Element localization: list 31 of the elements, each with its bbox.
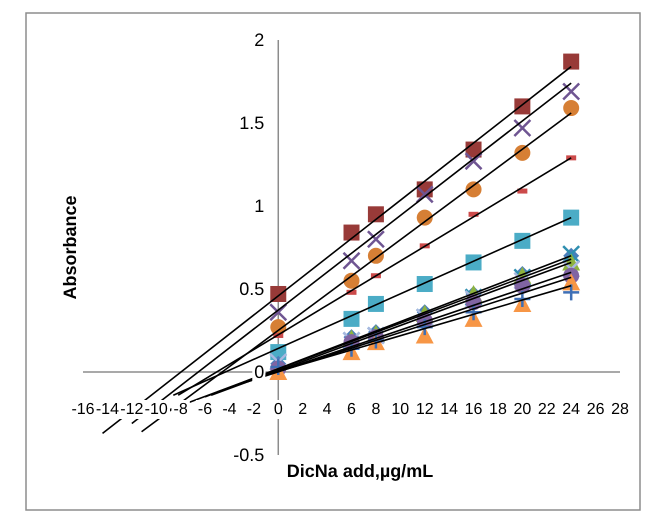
x-tick-label: 8 <box>371 401 380 418</box>
x-tick-label: 24 <box>562 401 580 418</box>
x-tick-label: 12 <box>416 401 434 418</box>
x-tick-label: 2 <box>298 401 308 418</box>
x-tick-label: -10 <box>144 401 168 418</box>
x-tick-label: 26 <box>586 401 605 418</box>
y-tick-label: -0.5 <box>233 445 264 465</box>
x-tick-label: 18 <box>489 401 507 418</box>
y-axis-title: Absorbance <box>60 195 80 300</box>
x-tick-label: 16 <box>464 401 483 418</box>
x-tick-label: -8 <box>174 401 188 418</box>
x-tick-label: 20 <box>513 401 532 418</box>
x-axis-title: DicNa add,µg/mL <box>286 461 434 481</box>
x-tick-label: -12 <box>120 401 144 418</box>
x-tick-label: -2 <box>246 401 262 418</box>
y-tick-label: 1.5 <box>239 113 264 133</box>
x-tick-label: -14 <box>96 401 120 418</box>
x-tick-label: 22 <box>538 401 556 418</box>
x-tick-label: -16 <box>71 401 95 418</box>
x-tick-label: 0 <box>274 401 283 418</box>
x-tick-label: 14 <box>440 401 458 418</box>
y-tick-label: 2 <box>254 30 264 50</box>
y-tick-label: 1 <box>254 196 264 216</box>
x-tick-label: -4 <box>222 401 237 418</box>
y-tick-label: 0 <box>254 362 264 382</box>
x-tick-label: -6 <box>198 401 212 418</box>
x-tick-label: 10 <box>391 401 410 418</box>
y-tick-label: 0.5 <box>239 279 264 299</box>
x-tick-label: 4 <box>322 401 332 418</box>
x-tick-label: 6 <box>347 401 356 418</box>
x-tick-label: 28 <box>611 401 629 418</box>
